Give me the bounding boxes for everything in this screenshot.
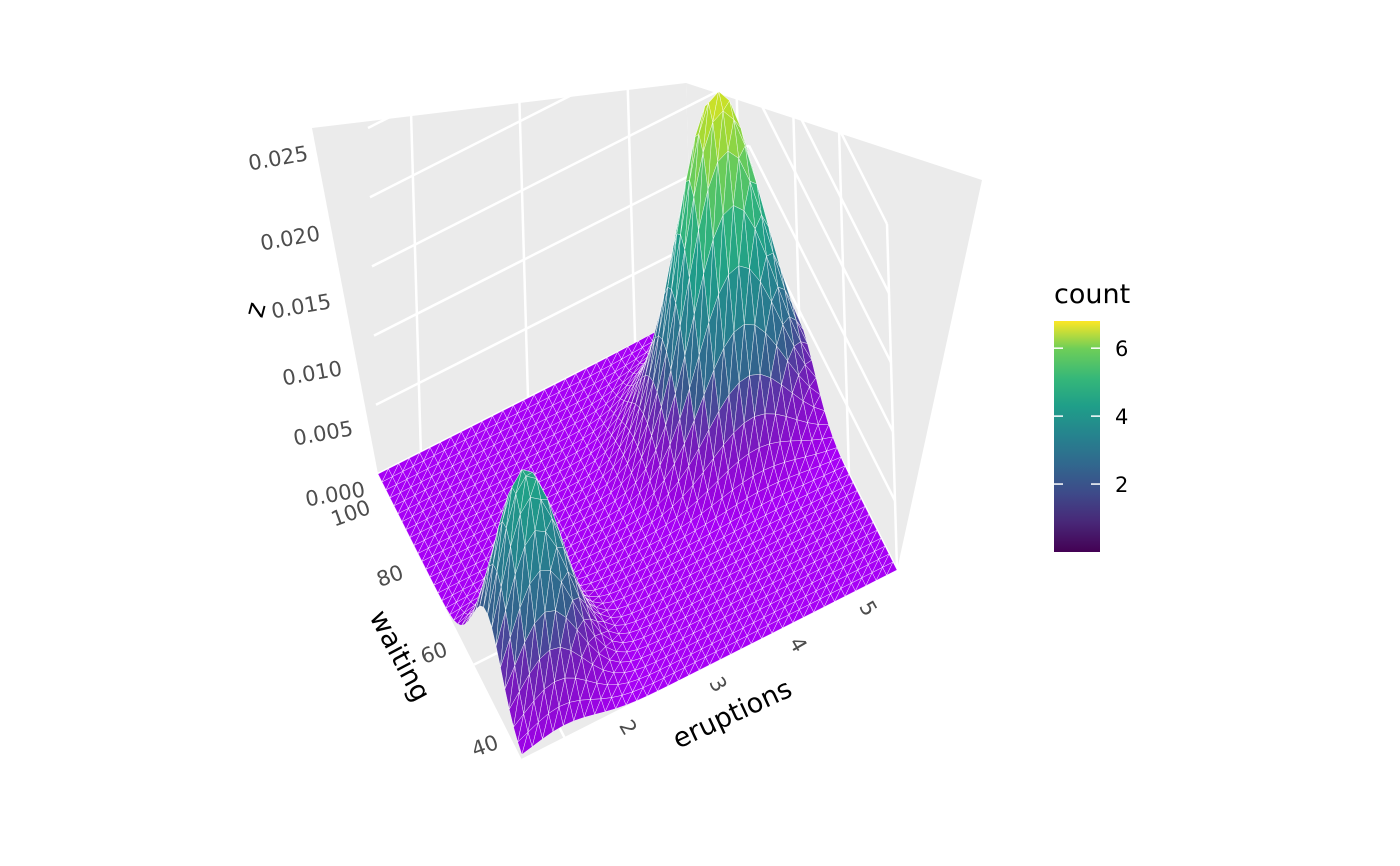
x-tick-label: 3	[704, 673, 731, 697]
surface-facet	[823, 593, 835, 608]
legend-colorbar	[1054, 321, 1100, 552]
legend-tick-label: 4	[1115, 405, 1128, 429]
surface-facet	[729, 640, 742, 656]
surface-facet	[521, 731, 533, 756]
surface-facet	[886, 561, 898, 576]
surface-facet	[646, 682, 658, 697]
surface-facet	[667, 672, 679, 687]
grid-line	[409, 106, 423, 453]
x-tick-label: 4	[784, 633, 811, 657]
legend-tick-label: 2	[1115, 473, 1128, 497]
z-tick-label: 0.025	[246, 141, 309, 175]
surface-facet	[573, 699, 585, 722]
surface-facet	[740, 635, 752, 650]
surface-facet	[844, 582, 856, 597]
surface-facet	[802, 603, 815, 619]
surface-facet	[531, 722, 543, 748]
grid-line	[367, 0, 624, 130]
grid-line	[885, 223, 899, 571]
z-tick-label: 0.005	[291, 416, 354, 450]
surface-facet	[656, 677, 669, 692]
surface-facet	[854, 577, 867, 592]
grid-line	[837, 128, 851, 475]
surface-facet	[833, 587, 846, 603]
surface-facet	[636, 687, 648, 702]
surface-facet	[875, 566, 887, 582]
surface-facet	[771, 619, 783, 634]
x-axis-title: eruptions	[668, 673, 797, 755]
y-tick-label: 80	[373, 560, 406, 592]
legend-tick-label: 6	[1115, 337, 1128, 361]
legend-title: count	[1054, 279, 1130, 310]
surface-facet	[865, 572, 877, 587]
density-surface	[377, 90, 898, 756]
z-tick-label: 0.015	[269, 289, 332, 323]
surface-facet	[625, 691, 637, 706]
legend: count 2 4 6	[1054, 279, 1130, 552]
y-tick-label: 40	[468, 730, 501, 762]
grid-line	[516, 51, 530, 399]
surface-facet	[583, 698, 595, 718]
surface-facet	[750, 630, 762, 645]
z-axis-title: z	[239, 299, 273, 321]
surface-facet	[698, 656, 710, 671]
z-tick-label: 0.010	[280, 356, 343, 390]
surface-facet	[688, 661, 700, 677]
grid-line	[745, 75, 893, 363]
surface-facet	[615, 694, 627, 710]
surface-facet	[594, 698, 606, 715]
surface-facet	[562, 702, 575, 727]
surface-facet	[708, 651, 721, 666]
surface-facet	[542, 713, 554, 740]
surface-facet	[761, 624, 773, 640]
x-tick-label: 5	[854, 597, 881, 621]
grid-line	[369, 6, 746, 199]
grid-line	[623, 0, 637, 344]
x-tick-label: 2	[614, 716, 641, 740]
grid-line	[772, 0, 889, 225]
surface-facet	[604, 696, 616, 713]
grid-line	[743, 6, 891, 294]
surface-facet	[677, 667, 690, 682]
surface-facet	[552, 706, 564, 733]
surface-facet	[813, 598, 825, 613]
grid-line	[747, 145, 895, 433]
surface-facet	[719, 645, 731, 661]
surface-facet	[792, 608, 804, 624]
grid-line	[371, 75, 748, 268]
z-tick-label: 0.020	[258, 221, 321, 255]
surface-facet	[781, 614, 794, 629]
